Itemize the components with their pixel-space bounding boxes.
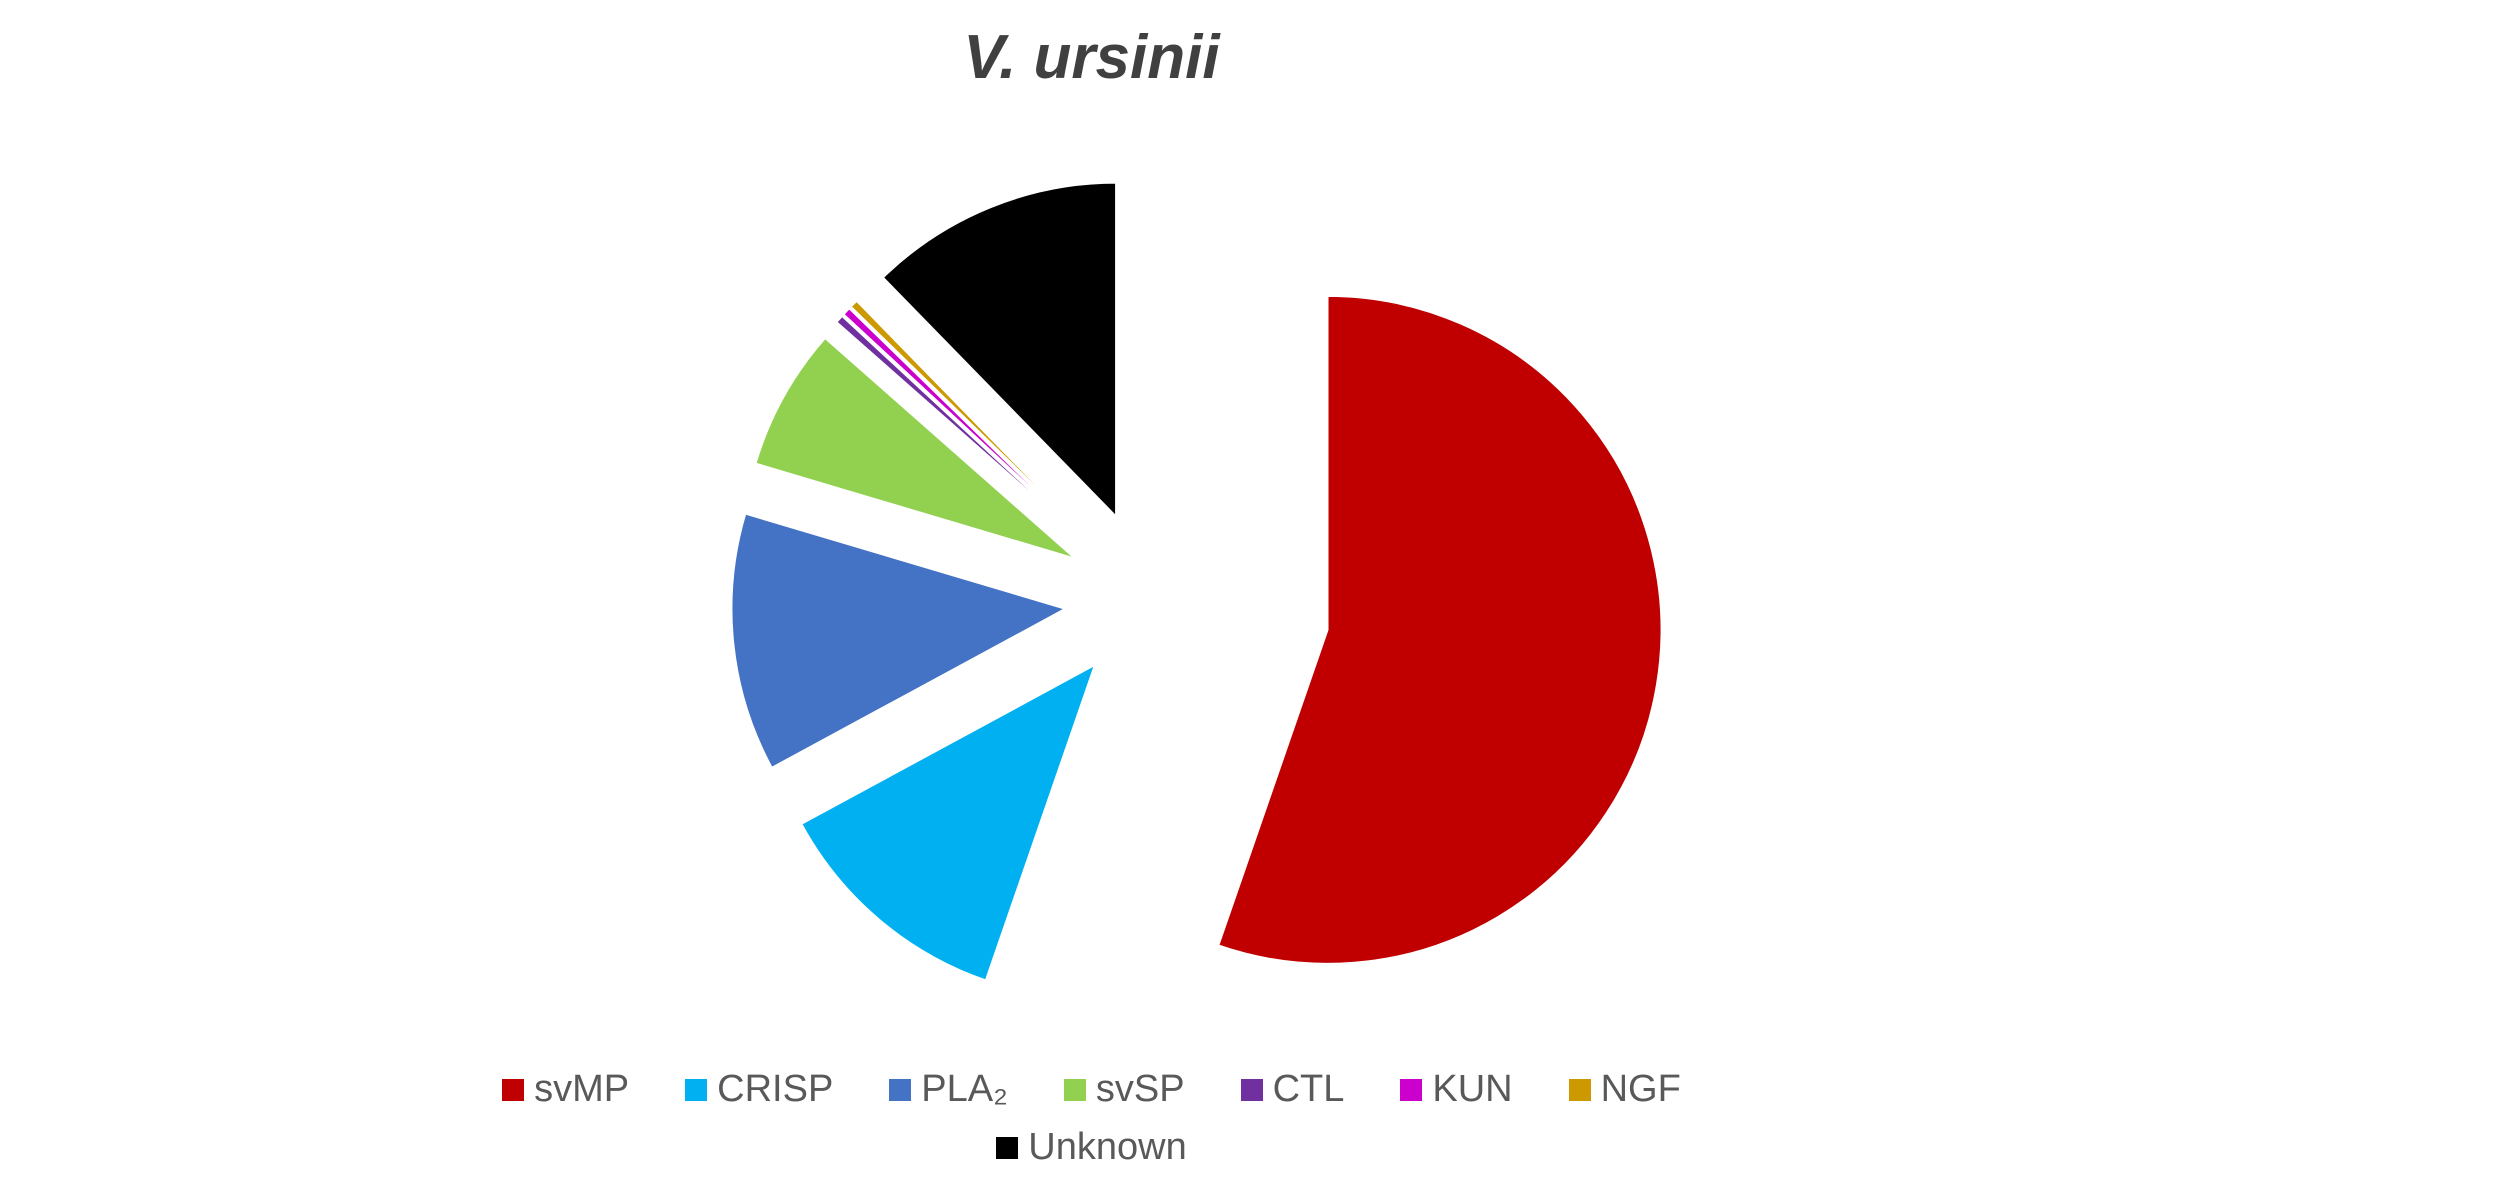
legend-swatch [685,1078,708,1101]
legend-label: PLA₂ [921,1068,1008,1110]
legend-row-2: Unknown [0,1126,2183,1169]
legend-item: CRISP [685,1068,833,1111]
legend-label: svSP [1095,1068,1185,1110]
chart-title: V. ursinii [963,23,1220,92]
legend-swatch [1240,1078,1263,1101]
legend-label: CRISP [717,1068,834,1110]
legend: svMP CRISP PLA₂ svSP CTL KUN NGF [0,1068,2183,1111]
pie-slice-svsp [754,336,1077,560]
pie-slice-kun [842,306,1090,543]
pie-slice-crisp [799,662,1097,982]
legend-item: KUN [1400,1068,1513,1111]
legend-item: Unknown [996,1126,1187,1169]
legend-swatch [1063,1078,1086,1101]
legend-swatch [889,1078,912,1101]
legend-swatch [996,1136,1019,1159]
pie-slice-unknown [881,181,1118,520]
legend-label: svMP [534,1068,630,1110]
pie-slice-ctl [835,314,1088,544]
legend-item: CTL [1240,1068,1345,1111]
legend-item: PLA₂ [889,1068,1008,1111]
legend-label: Unknown [1028,1126,1187,1168]
pie-slice-ngf [849,299,1091,541]
legend-item: svSP [1063,1068,1185,1111]
legend-swatch [502,1078,525,1101]
legend-swatch [1568,1078,1591,1101]
legend-swatch [1400,1078,1423,1101]
legend-item: NGF [1568,1068,1681,1111]
pie-slice-pla [730,512,1069,770]
legend-label: CTL [1272,1068,1345,1110]
pie-slice-svmp [1217,294,1663,965]
legend-label: NGF [1600,1068,1681,1110]
legend-label: KUN [1432,1068,1513,1110]
legend-item: svMP [502,1068,629,1111]
